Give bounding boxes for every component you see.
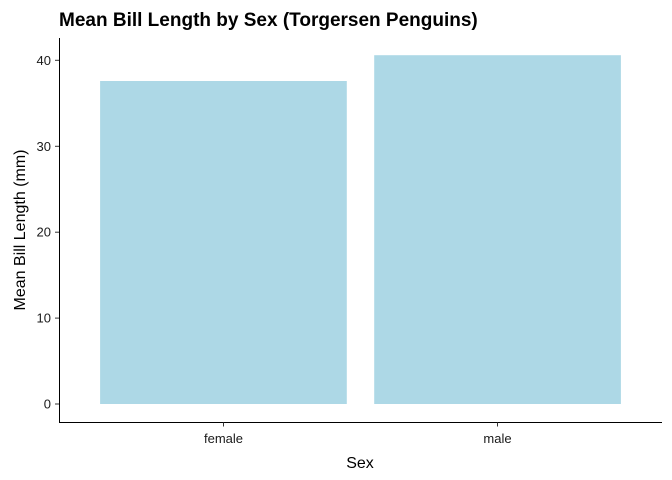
chart-title: Mean Bill Length by Sex (Torgersen Pengu… xyxy=(59,10,478,31)
x-axis-label: Sex xyxy=(346,455,374,472)
y-axis-label: Mean Bill Length (mm) xyxy=(12,150,29,311)
x-tick-label: male xyxy=(483,431,511,446)
y-tick-label: 0 xyxy=(44,397,51,412)
bar-male xyxy=(374,55,621,404)
y-tick-label: 30 xyxy=(37,139,51,154)
x-tick-label: female xyxy=(204,431,243,446)
bar-female xyxy=(100,81,347,404)
y-ticks-group: 0 10 20 30 40 xyxy=(37,53,59,412)
x-ticks-group: female male xyxy=(204,422,512,446)
y-tick-label: 20 xyxy=(37,225,51,240)
y-tick-label: 40 xyxy=(37,53,51,68)
bars-group xyxy=(100,55,621,404)
y-tick-label: 10 xyxy=(37,311,51,326)
